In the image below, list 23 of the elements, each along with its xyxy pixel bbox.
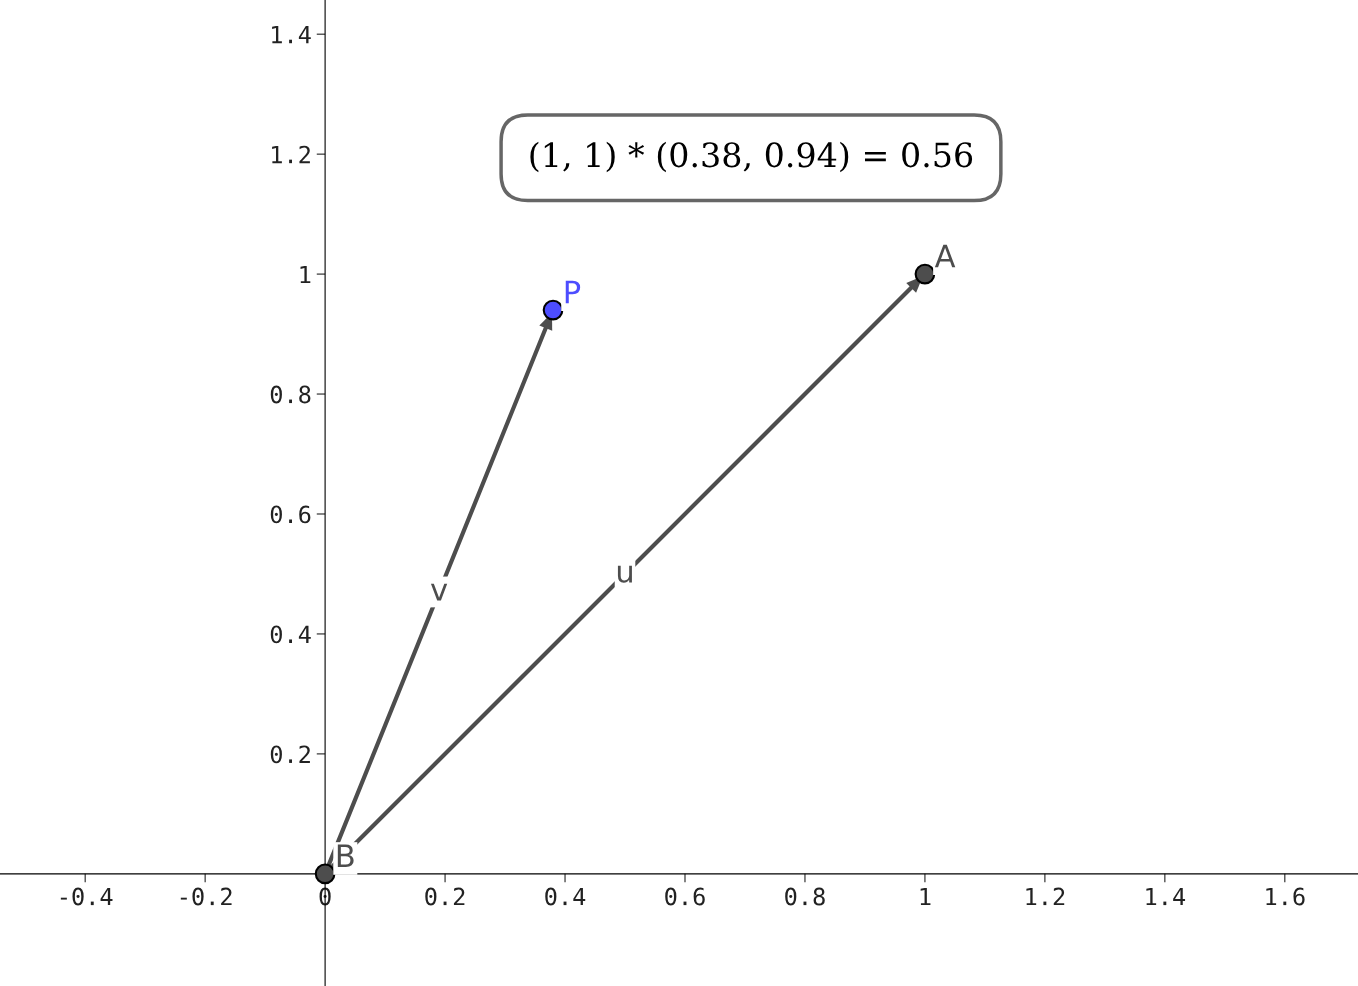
y-tick-label: 1.2 <box>272 145 310 164</box>
y-tick-label: 0.6 <box>270 505 311 524</box>
y-tick-label: 0.8 <box>270 385 311 404</box>
series-label: B <box>337 844 354 867</box>
x-tick-label: 1 <box>920 887 931 906</box>
x-tick-label: 1.2 <box>1026 887 1065 906</box>
x-tick-label: 1.6 <box>1266 887 1305 906</box>
series-label: A <box>934 244 956 268</box>
x-tick-label: 0.2 <box>425 887 465 906</box>
annotation: (1, 1) * (0.38, 0.94) = 0.56 <box>530 141 973 173</box>
x-tick-label: -0.4 <box>60 887 113 906</box>
series-label: P <box>565 280 581 304</box>
series-label: v <box>430 583 448 601</box>
x-tick-label: 0.6 <box>665 887 705 906</box>
series-label: u <box>617 565 632 583</box>
y-tick-label: 1.4 <box>272 26 311 44</box>
x-tick-label: -0.2 <box>180 887 232 906</box>
y-tick-label: 1 <box>300 265 311 284</box>
y-tick-label: 0.2 <box>270 745 310 764</box>
x-tick-label: 0.4 <box>545 887 586 906</box>
y-tick-label: 0.4 <box>270 625 311 644</box>
x-tick-label: 0.8 <box>785 887 825 906</box>
x-tick-label: 1.4 <box>1146 887 1186 906</box>
